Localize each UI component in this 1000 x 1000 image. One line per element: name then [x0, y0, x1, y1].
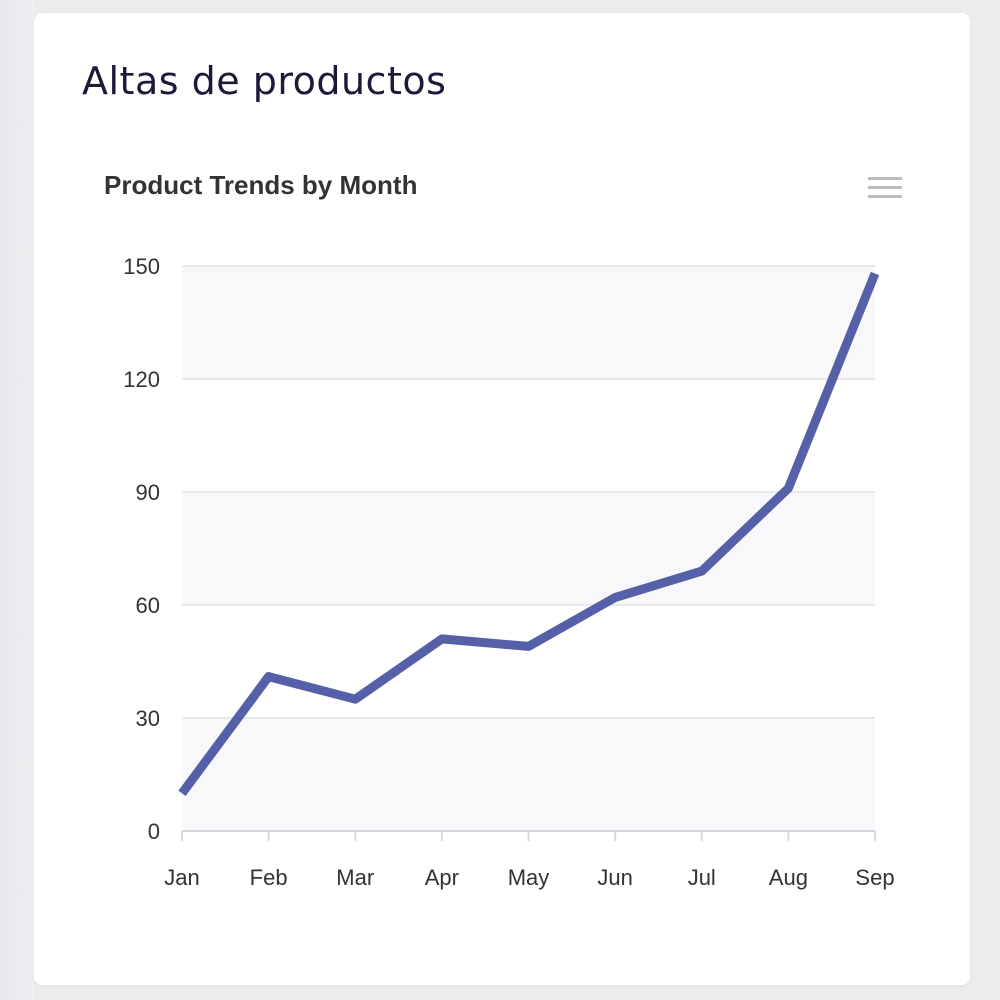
hamburger-menu-icon [868, 177, 902, 198]
data-point[interactable] [871, 269, 880, 278]
card-title: Altas de productos [82, 59, 447, 103]
x-tick-label: Mar [336, 865, 374, 890]
data-point[interactable] [264, 672, 273, 681]
y-tick-label: 90 [136, 480, 160, 505]
x-axis [181, 830, 876, 841]
x-tick-label: Aug [769, 865, 808, 890]
x-tick-label: Apr [425, 865, 459, 890]
data-point[interactable] [178, 789, 187, 798]
series-group [178, 269, 880, 798]
plot-bands [182, 266, 875, 831]
data-point[interactable] [784, 484, 793, 493]
chart-menu-button[interactable] [860, 168, 910, 208]
y-tick-label: 0 [148, 819, 160, 844]
y-tick-label: 60 [136, 593, 160, 618]
x-tick-label: Jul [688, 865, 716, 890]
y-tick-label: 30 [136, 706, 160, 731]
x-axis-labels: Jan Feb Mar Apr May Jun Jul Aug Sep [164, 865, 894, 890]
x-tick-label: Feb [250, 865, 288, 890]
grid-lines [182, 265, 875, 719]
series-line [178, 271, 880, 796]
data-point[interactable] [524, 642, 533, 651]
data-point[interactable] [611, 593, 620, 602]
x-tick-label: Jun [597, 865, 632, 890]
x-tick-label: Jan [164, 865, 199, 890]
plot-band [182, 718, 875, 831]
y-axis-labels: 0 30 60 90 120 150 [123, 254, 160, 844]
page-background-shade [0, 0, 34, 1000]
chart-title: Product Trends by Month [104, 170, 417, 200]
x-tick-label: May [508, 865, 550, 890]
y-tick-label: 150 [123, 254, 160, 279]
data-point[interactable] [697, 567, 706, 576]
data-point[interactable] [351, 695, 360, 704]
data-point[interactable] [437, 634, 446, 643]
plot-band [182, 266, 875, 379]
x-tick-label: Sep [855, 865, 894, 890]
y-tick-label: 120 [123, 367, 160, 392]
